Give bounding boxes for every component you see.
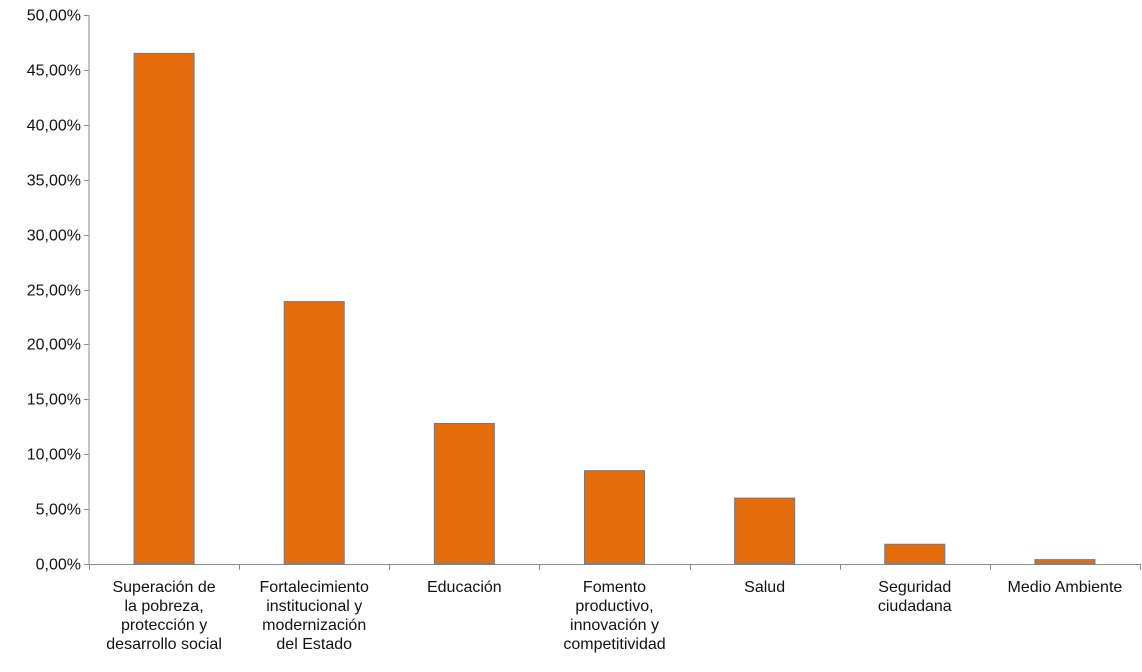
- bars: [133, 52, 1096, 565]
- y-tick-label: 25,00%: [27, 283, 81, 300]
- x-category-label: Seguridad ciudadana: [878, 579, 952, 615]
- y-tick-label: 0,00%: [36, 557, 81, 574]
- x-category-label-line: Salud: [744, 579, 785, 596]
- x-category-label-line: Fomento: [583, 579, 646, 596]
- y-tick-label: 30,00%: [27, 228, 81, 245]
- x-category-label: Salud: [744, 579, 785, 596]
- y-tick-label: 45,00%: [27, 63, 81, 80]
- y-tick-label: 10,00%: [27, 447, 81, 464]
- x-category-label-line: institucional y: [266, 598, 362, 615]
- bar: [583, 470, 646, 565]
- category-labels: Superación de la pobreza, protección y desa…: [106, 579, 1122, 653]
- x-axis: [89, 564, 1141, 570]
- y-tick-label: 5,00%: [36, 502, 81, 519]
- x-category-label: Fortalecimiento institucional y modernizac…: [260, 579, 369, 653]
- x-category-label: Fomento productivo, innovación y competitiv…: [563, 579, 665, 653]
- x-category-label-line: del Estado: [276, 636, 352, 653]
- x-category-label: Educación: [427, 579, 502, 596]
- y-tick-label: 20,00%: [27, 337, 81, 354]
- x-category-label-line: ciudadana: [878, 598, 952, 615]
- x-category-label-line: competitividad: [563, 636, 665, 653]
- x-category-label-line: innovación y: [570, 617, 659, 634]
- bar: [133, 52, 195, 565]
- x-category-label-line: protección y: [121, 617, 207, 634]
- bar: [433, 422, 495, 565]
- y-tick-label: 40,00%: [27, 118, 81, 135]
- y-tick-label: 35,00%: [27, 173, 81, 190]
- x-category-label: Superación de la pobreza, protección y desa…: [106, 579, 222, 653]
- bar: [1034, 559, 1096, 565]
- x-category-label-line: desarrollo social: [106, 636, 222, 653]
- x-category-label-line: modernización: [262, 617, 366, 634]
- x-category-label-line: Seguridad: [878, 579, 951, 596]
- y-axis: 0,00% 5,00% 10,00% 15,00% 20,00% 25,00% 30,00%…: [27, 8, 90, 574]
- x-category-label-line: Superación de: [112, 579, 215, 596]
- bar: [734, 497, 796, 565]
- y-tick-label: 15,00%: [27, 392, 81, 409]
- x-category-label-line: la pobreza,: [124, 598, 203, 615]
- y-tick-label: 50,00%: [27, 8, 81, 25]
- x-category-label: Medio Ambiente: [1008, 579, 1123, 596]
- bar: [884, 543, 946, 565]
- x-category-label-line: Medio Ambiente: [1008, 579, 1123, 596]
- x-category-label-line: Educación: [427, 579, 502, 596]
- x-category-label-line: productivo,: [575, 598, 653, 615]
- x-category-label-line: Fortalecimiento: [260, 579, 369, 596]
- bar: [283, 301, 345, 565]
